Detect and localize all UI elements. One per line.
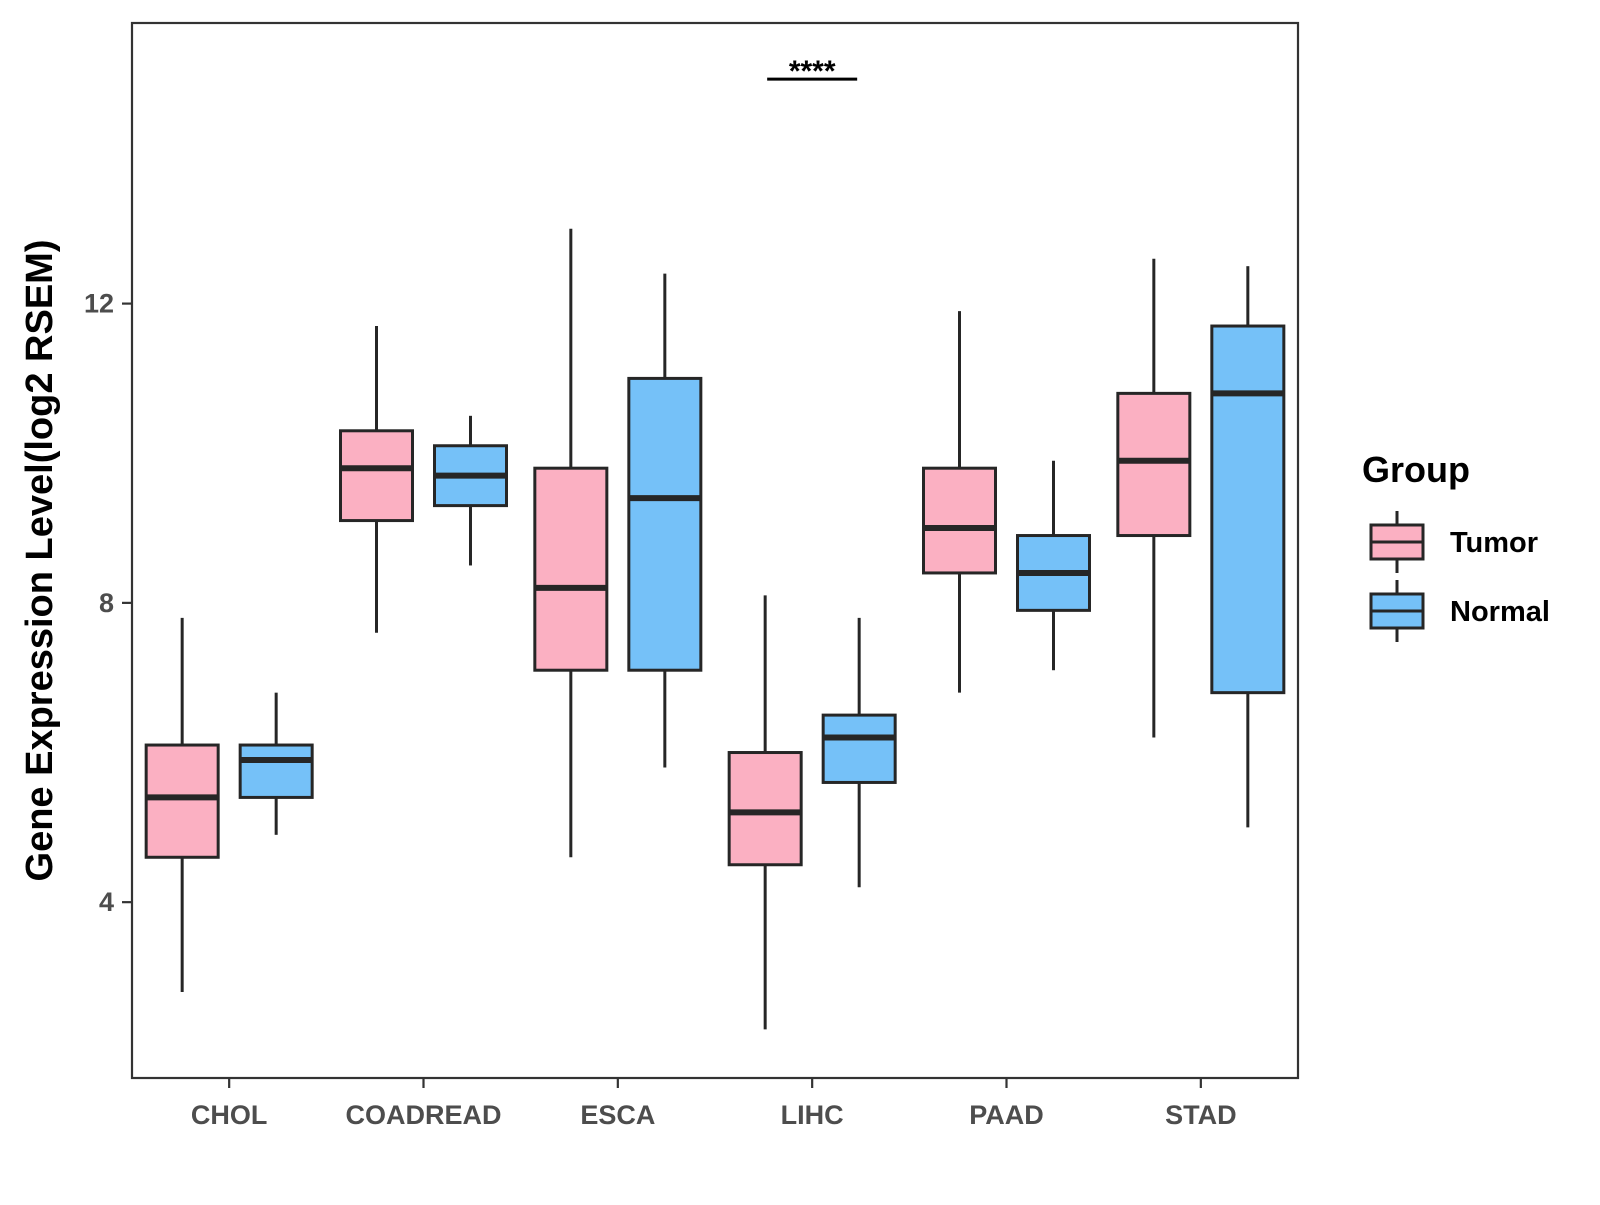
legend-label-tumor: Tumor xyxy=(1450,527,1538,559)
legend-label-normal: Normal xyxy=(1450,596,1550,628)
x-tick-label: CHOL xyxy=(191,1100,268,1130)
x-tick-label: PAAD xyxy=(969,1100,1044,1130)
legend-title: Group xyxy=(1362,449,1470,490)
y-tick-label: 4 xyxy=(99,887,114,917)
x-tick-label: STAD xyxy=(1165,1100,1237,1130)
x-tick-label: COADREAD xyxy=(345,1100,501,1130)
box-tumor-esca xyxy=(533,466,609,672)
y-tick-label: 12 xyxy=(84,289,114,319)
box-tumor-paad xyxy=(922,466,997,575)
box-tumor-lihc xyxy=(727,751,803,867)
significance-label: **** xyxy=(789,55,836,88)
box-tumor-stad xyxy=(1116,391,1192,538)
plot-panel xyxy=(130,21,1300,1080)
box-tumor-coadread xyxy=(339,429,414,523)
box-normal-lihc xyxy=(821,713,897,784)
box-normal-esca xyxy=(627,376,703,672)
y-tick-label: 8 xyxy=(99,588,114,618)
y-axis-title: Gene Expression Level(log2 RSEM) xyxy=(19,240,61,882)
box-normal-stad xyxy=(1210,324,1286,695)
box-tumor-chol xyxy=(144,743,220,859)
box-normal-chol xyxy=(238,743,314,799)
x-tick-label: ESCA xyxy=(580,1100,655,1130)
x-tick-label: LIHC xyxy=(781,1100,844,1130)
